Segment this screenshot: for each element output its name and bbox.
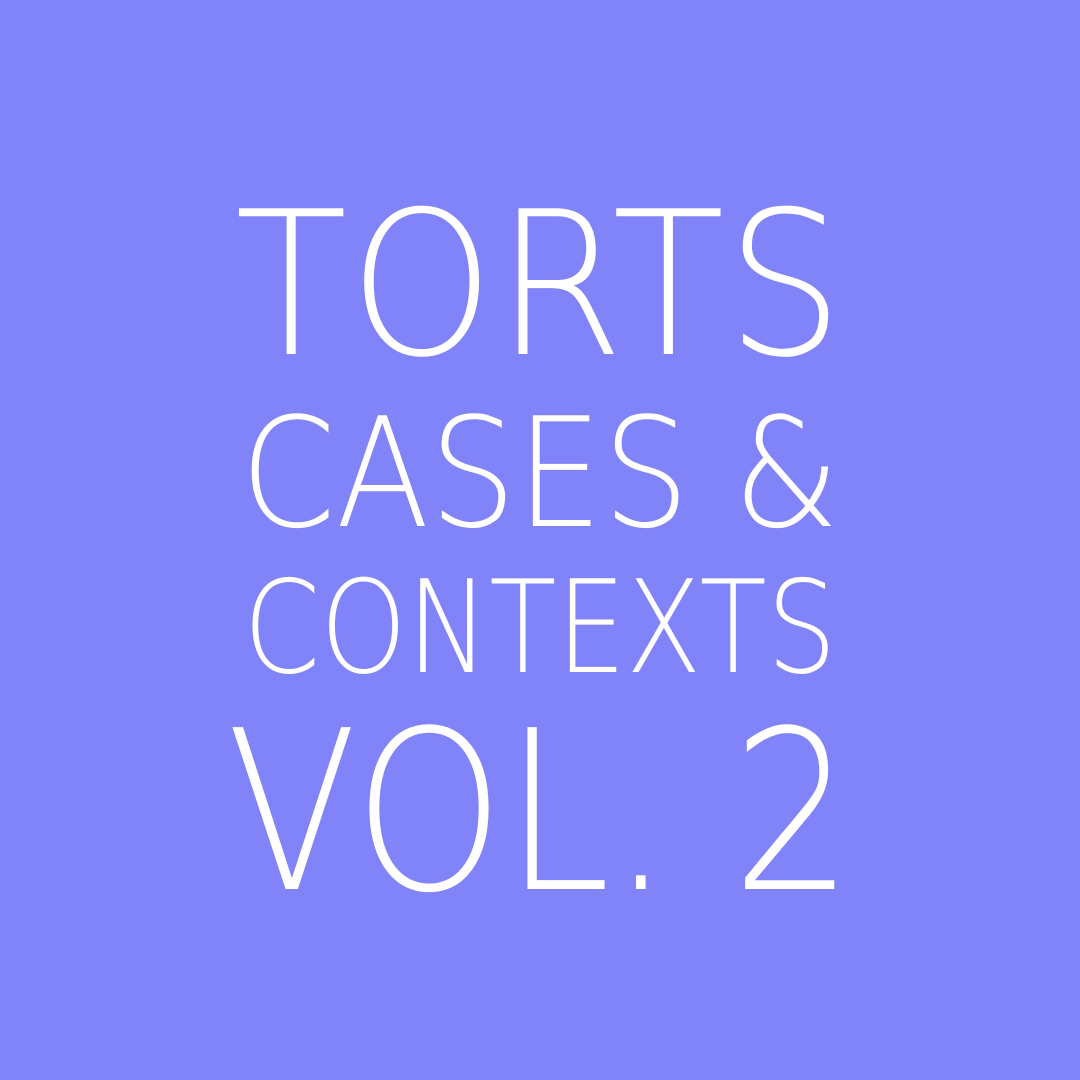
title-line-1: TORTS bbox=[234, 169, 846, 402]
title-line-4: VOL. 2 bbox=[226, 684, 854, 942]
title-line-2: CASES & bbox=[240, 385, 840, 562]
title-line-3: CONTEXTS bbox=[243, 554, 837, 703]
